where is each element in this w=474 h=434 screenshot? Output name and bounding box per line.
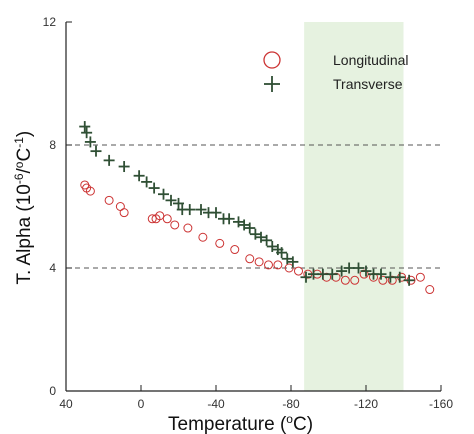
y-tick-label: 0 [49,384,56,398]
x-tick-label: 40 [59,397,73,411]
transverse-point [90,145,102,157]
x-tick-label: -160 [429,397,453,411]
x-tick-label: -40 [207,397,225,411]
longitudinal-point [350,275,360,285]
y-axis-title-mid: / [14,167,35,173]
transverse-point [244,222,256,234]
transverse-point [118,161,130,173]
legend-label-longitudinal: Longitudinal [333,52,409,68]
transverse-point [195,204,207,216]
transverse-point [343,262,355,274]
y-axis-title-sup1: -6 [12,173,26,184]
longitudinal-point [147,214,157,224]
transverse-point [233,216,244,228]
transverse-point [165,194,177,206]
longitudinal-point [378,275,388,285]
longitudinal-point [245,254,255,264]
transverse-point [287,256,299,268]
transverse-point [394,271,406,283]
longitudinal-point [170,220,180,230]
y-tick-label: 8 [49,138,56,152]
transverse-point [249,228,261,240]
transverse-point [261,234,273,246]
axis-layer [65,22,441,392]
y-axis-title-sup3: -1 [12,137,26,148]
longitudinal-point [294,266,303,276]
y-axis-title-main: T. Alpha (10 [14,184,35,284]
transverse-series [79,121,415,286]
legend-plus [264,76,280,92]
transverse-point [360,265,372,277]
y-axis-title-sup2: o [12,161,26,168]
longitudinal-point [230,245,240,255]
shaded-region-layer [304,22,404,391]
transverse-point [336,265,348,277]
x-axis-title-tail: C) [293,414,313,434]
longitudinal-point [183,223,193,233]
longitudinal-point [162,214,172,224]
longitudinal-point [155,211,165,221]
x-tick-label: -120 [354,397,378,411]
transverse-point [133,170,145,182]
y-axis-title-mid2: C [14,148,35,162]
transverse-point [103,154,115,166]
y-tick-label: 4 [49,261,56,275]
transverse-point [300,271,312,283]
legend-label-transverse: Transverse [333,76,403,92]
y-axis-title-tail: ) [14,131,35,137]
transverse-point [276,247,288,259]
transverse-point [173,197,184,209]
longitudinal-point [387,275,397,285]
transverse-point [384,271,396,283]
longitudinal-point [104,195,114,205]
transverse-point [223,213,235,225]
longitudinal-point [284,263,294,273]
longitudinal-point [425,285,435,295]
transverse-point [210,207,222,219]
transverse-point [84,136,96,148]
longitudinal-point [340,275,350,285]
legend-marker-longitudinal [263,51,281,69]
x-tick-label: -80 [282,397,300,411]
shaded-region [304,22,404,391]
transverse-point [308,268,319,280]
transverse-point [255,231,267,243]
x-axis-title-sup: o [286,412,293,426]
x-tick-label: 0 [138,397,145,411]
longitudinal-point [85,186,95,196]
transverse-point [79,121,91,133]
legend: Longitudinal Transverse [263,51,409,92]
transverse-point [184,204,196,216]
transverse-point [141,176,153,188]
longitudinal-point [415,272,425,282]
x-axis-title-main: Temperature ( [168,414,287,434]
transverse-point [158,188,169,200]
longitudinal-point [198,232,208,242]
y-axis-title: T. Alpha (10-6/oC-1) [12,131,35,285]
longitudinal-point [264,260,273,270]
transverse-point [266,240,278,252]
transverse-point [353,262,364,274]
legend-marker-transverse [264,76,280,92]
transverse-point [148,182,160,194]
transverse-point [403,274,415,286]
transverse-point [81,127,93,139]
transverse-point [326,268,338,280]
longitudinal-point [273,260,283,270]
transverse-point [281,253,293,265]
longitudinal-point [215,238,225,248]
x-axis-title: Temperature (oC) [168,412,313,434]
transverse-point [375,268,387,280]
transverse-point [238,219,250,231]
longitudinal-point [119,208,129,218]
transverse-point [317,268,329,280]
longitudinal-point [254,257,264,267]
y-tick-label: 12 [43,15,57,29]
